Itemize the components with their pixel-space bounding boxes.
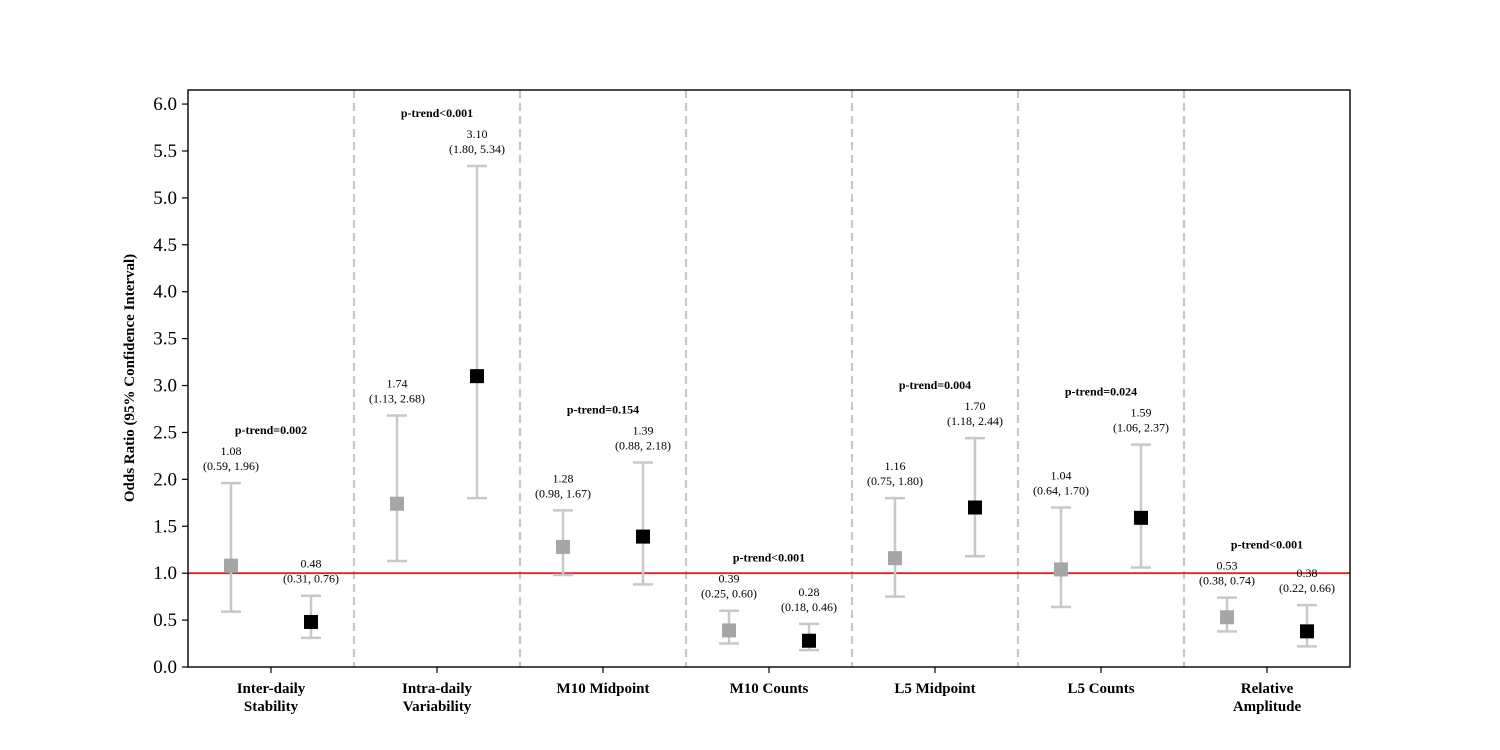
y-tick-label: 3.0	[153, 376, 177, 397]
y-tick-label: 5.0	[153, 188, 177, 209]
x-tick-label: Relative	[1241, 681, 1294, 697]
x-tick-label: L5 Midpoint	[894, 681, 975, 697]
data-label-ci: (0.25, 0.60)	[701, 587, 757, 601]
odds-ratio-point	[304, 614, 318, 629]
data-label-or: 1.39	[633, 423, 654, 437]
data-label-ci: (1.18, 2.44)	[947, 414, 1003, 428]
data-label-or: 0.48	[301, 557, 322, 571]
plot-frame	[187, 89, 1351, 668]
y-tick-label: 2.0	[153, 469, 177, 490]
data-label-ci: (0.98, 1.67)	[535, 486, 591, 500]
y-tick-label: 1.5	[153, 516, 177, 537]
y-axis-label: Odds Ratio (95% Confidence Interval)	[122, 254, 138, 502]
plot-area: 0.0 0.5 1.0 1.5 2.0 2.5 3.0 3.5 4.0 4.5 5.0 5.5 6.0 I…	[153, 89, 1351, 715]
x-tick-label: Intra-daily	[402, 681, 473, 697]
data-label-ci: (0.22, 0.66)	[1279, 581, 1335, 595]
data-label-or: 1.70	[965, 399, 986, 413]
p-trend-label: p-trend=0.154	[567, 402, 639, 416]
data-label-or: 1.74	[387, 377, 408, 391]
y-tick-label: 5.5	[153, 141, 177, 162]
odds-ratio-point	[888, 551, 902, 566]
p-trend-label: p-trend<0.001	[401, 106, 473, 120]
data-label-or: 3.10	[467, 127, 488, 141]
data-label-or: 0.38	[1297, 566, 1318, 580]
x-tick-label: M10 Counts	[730, 681, 809, 697]
data-label-or: 1.28	[553, 471, 574, 485]
data-label-ci: (0.88, 2.18)	[615, 438, 671, 452]
data-label-ci: (0.59, 1.96)	[203, 459, 259, 473]
odds-ratio-point	[968, 500, 982, 515]
odds-ratio-point	[636, 529, 650, 544]
x-tick-label: Variability	[403, 699, 472, 715]
x-tick-label: Inter-daily	[237, 681, 306, 697]
y-tick-label: 0.5	[153, 610, 177, 631]
odds-ratio-point	[1054, 562, 1068, 577]
odds-ratio-point	[556, 539, 570, 554]
odds-ratio-point	[470, 369, 484, 384]
y-tick-label: 6.0	[153, 94, 177, 115]
p-trend-label: p-trend<0.001	[733, 551, 805, 565]
y-tick-label: 2.5	[153, 422, 177, 443]
data-label-ci: (0.18, 0.46)	[781, 600, 837, 614]
odds-ratio-point	[802, 633, 816, 648]
odds-ratio-point	[224, 558, 238, 573]
y-tick-label: 3.5	[153, 329, 177, 350]
odds-ratio-point	[1220, 610, 1234, 625]
data-label-or: 1.08	[221, 444, 242, 458]
data-label-or: 0.53	[1217, 559, 1238, 573]
y-tick-label: 4.5	[153, 235, 177, 256]
data-label-or: 1.59	[1131, 406, 1152, 420]
data-label-ci: (0.38, 0.74)	[1199, 574, 1255, 588]
x-tick-label: M10 Midpoint	[557, 681, 650, 697]
x-tick-label: Amplitude	[1233, 699, 1302, 715]
x-tick-label: L5 Counts	[1067, 681, 1134, 697]
data-label-ci: (1.13, 2.68)	[369, 392, 425, 406]
data-label-ci: (1.80, 5.34)	[449, 142, 505, 156]
odds-ratio-point	[390, 496, 404, 511]
data-label-ci: (0.31, 0.76)	[283, 572, 339, 586]
y-tick-label: 4.0	[153, 282, 177, 303]
data-label-or: 0.39	[719, 572, 740, 586]
odds-ratio-point	[722, 623, 736, 638]
p-trend-label: p-trend<0.001	[1231, 538, 1303, 552]
data-label-or: 1.04	[1051, 469, 1072, 483]
p-trend-label: p-trend=0.024	[1065, 385, 1137, 399]
y-tick-label: 0.0	[153, 657, 177, 678]
y-tick-label: 1.0	[153, 563, 177, 584]
p-trend-label: p-trend=0.004	[899, 378, 971, 392]
odds-ratio-point	[1300, 624, 1314, 639]
data-label-ci: (1.06, 2.37)	[1113, 421, 1169, 435]
p-trend-label: p-trend=0.002	[235, 423, 307, 437]
data-label-ci: (0.75, 1.80)	[867, 474, 923, 488]
odds-ratio-point	[1134, 510, 1148, 525]
data-label-or: 0.28	[799, 585, 820, 599]
data-label-ci: (0.64, 1.70)	[1033, 484, 1089, 498]
x-tick-label: Stability	[244, 699, 299, 715]
data-label-or: 1.16	[885, 459, 906, 473]
